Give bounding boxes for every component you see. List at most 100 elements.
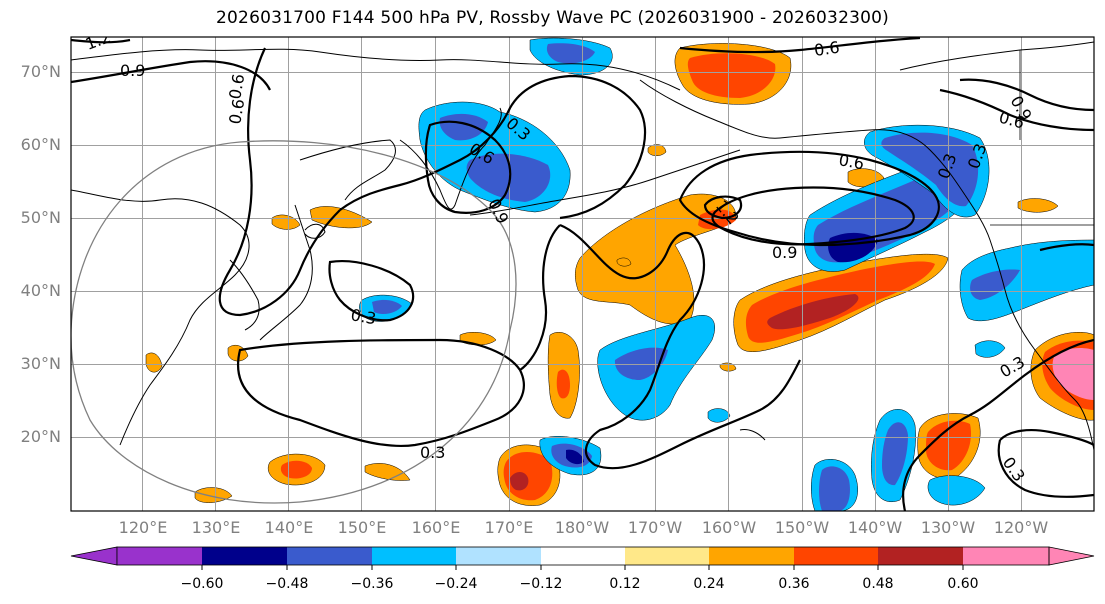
- contour-label: 0.6: [225, 72, 248, 100]
- map-title: 2026031700 F144 500 hPa PV, Rossby Wave …: [216, 8, 889, 28]
- contour-label: 0.9: [120, 61, 145, 80]
- pv-contour-0.3-southeast-b: [997, 439, 1094, 498]
- colorbar-tick-label: 0.36: [778, 576, 810, 592]
- anomaly-positive-westpac-2: [364, 463, 411, 481]
- colorbar-tick-label: −0.48: [265, 576, 309, 592]
- colorbar-bin: [202, 547, 287, 565]
- map-area: 1.2 0.9 0.6 0.3 0.6 0.9 0.3 0.6 0.6 0.3 …: [71, 37, 1094, 511]
- pv-contours: [71, 37, 1094, 511]
- anomaly-negative-small-1-mid: [372, 299, 402, 314]
- colorbar-tick-label: −0.60: [180, 576, 224, 592]
- pv-contour-0.3-central: [559, 223, 801, 470]
- pv-contour-0.3-farright: [1039, 243, 1094, 252]
- lon-label-160e: 160°E: [411, 518, 461, 537]
- lat-label-70n: 70°N: [20, 62, 61, 81]
- map-frame: [70, 36, 1095, 512]
- graticule: [71, 37, 1094, 511]
- colorbar-bin: [794, 547, 878, 565]
- anomaly-positive-central-red: [556, 369, 570, 399]
- anomaly-negative-central-1-mid: [614, 347, 668, 380]
- anomaly-negative-southeast-3: [927, 475, 986, 506]
- anomaly-positive-china: [145, 352, 163, 373]
- coastlines: [71, 41, 1094, 451]
- colorbar-tick-label: 0.60: [947, 576, 979, 592]
- anomaly-negative-small-2: [974, 340, 1006, 358]
- colorbar-ticks: [201, 565, 964, 570]
- pv-contour-0.3-kuril: [328, 260, 415, 322]
- pv-contour-0.3-southeast: [999, 429, 1094, 446]
- pv-contour-0.3-east: [902, 338, 1094, 511]
- colorbar-outline: [116, 546, 1050, 566]
- lat-label-60n: 60°N: [20, 135, 61, 154]
- pv-contour-1.2-gulf: [703, 195, 743, 220]
- contour-label: 0.6: [813, 38, 841, 60]
- coastline-arctic-canada: [899, 41, 1094, 71]
- colorbar-tick-label: 0.48: [862, 576, 894, 592]
- pv-contour-0.3-central-west: [519, 224, 561, 371]
- colorbar-extend-right: [1048, 546, 1095, 566]
- coastline-hokkaido: [304, 223, 326, 239]
- pv-contour-0.9-gulf: [711, 186, 915, 246]
- colorbar-tick-label: 0.24: [693, 576, 725, 592]
- anomaly-positive-midpacific-core: [767, 294, 859, 330]
- coastline-korea: [229, 259, 260, 331]
- lon-label-170e: 170°E: [484, 518, 534, 537]
- colorbar-bin: [963, 547, 1049, 565]
- colorbar-bin: [287, 547, 372, 565]
- coastline-north-america: [964, 194, 1094, 451]
- anomaly-positive-japan-1: [309, 206, 373, 229]
- colorbar-tick-label: −0.12: [519, 576, 563, 592]
- pv-contour-0.6-bering: [339, 74, 647, 220]
- lat-label-30n: 30°N: [20, 354, 61, 373]
- pv-contour-0.6-gulf: [678, 150, 940, 247]
- lon-label-150e: 150°E: [337, 518, 387, 537]
- anomaly-negative-okhotsk-upper: [439, 113, 488, 141]
- anomaly-positive-date-line-core: [510, 472, 529, 491]
- colorbar-bin: [709, 547, 794, 565]
- pv-contour-0.9-northeast: [959, 78, 1094, 112]
- colorbar-bin: [878, 547, 963, 565]
- colorbar-bin: [456, 547, 541, 565]
- anomaly-negative-okhotsk-mid: [466, 153, 551, 202]
- contour-label: 0.3: [420, 443, 445, 462]
- lon-label-160w: 160°W: [701, 518, 757, 537]
- contour-label: 0.3: [349, 305, 377, 328]
- colorbar-bin: [541, 547, 625, 565]
- anomaly-negative-southeast-1-mid: [819, 466, 850, 511]
- anomaly-positive-small-5: [616, 257, 632, 267]
- anomaly-negative-bc-coast-mid: [881, 132, 979, 207]
- contour-label: 0.6: [225, 97, 248, 125]
- contour-label: 0.9: [772, 243, 797, 262]
- lat-label-50n: 50°N: [20, 208, 61, 227]
- lon-label-140w: 140°W: [847, 518, 903, 537]
- colorbar-tick-label: −0.24: [434, 576, 478, 592]
- lon-label-170w: 170°W: [627, 518, 683, 537]
- anomaly-positive-aleutian-core: [687, 53, 776, 98]
- anomaly-negative-dateline-core: [566, 449, 584, 465]
- pv-contour-0.6-northeast: [679, 37, 921, 54]
- anomaly-positive-gyre-red: [698, 209, 736, 230]
- coastline-okhotsk: [299, 139, 396, 201]
- lon-label-130w: 130°W: [920, 518, 976, 537]
- lon-label-120w: 120°W: [993, 518, 1049, 537]
- colorbar-bin: [625, 547, 709, 565]
- anomaly-negative-small-3: [707, 408, 731, 423]
- coastline-alaska: [639, 79, 966, 196]
- colorbar-tick-label: −0.36: [350, 576, 394, 592]
- colorbar-bin: [372, 547, 456, 565]
- anomaly-positive-small-4: [1017, 198, 1059, 213]
- lon-label-130e: 130°E: [191, 518, 241, 537]
- pv-contour-0.6-northeast-b: [939, 88, 1094, 132]
- lon-label-120e: 120°E: [118, 518, 168, 537]
- lon-label-180w: 180°W: [554, 518, 610, 537]
- lat-label-20n: 20°N: [20, 427, 61, 446]
- coastline-manchuria: [71, 189, 250, 446]
- colorbar-tick-label: 0.12: [609, 576, 641, 592]
- anomaly-negative-southeast-4-mid: [970, 269, 1020, 300]
- coastline-hawaii: [739, 429, 766, 441]
- lat-label-40n: 40°N: [20, 281, 61, 300]
- pv-contour-0.9-bering: [424, 120, 512, 214]
- lon-label-140e: 140°E: [264, 518, 314, 537]
- contour-label: 0.6: [837, 150, 865, 173]
